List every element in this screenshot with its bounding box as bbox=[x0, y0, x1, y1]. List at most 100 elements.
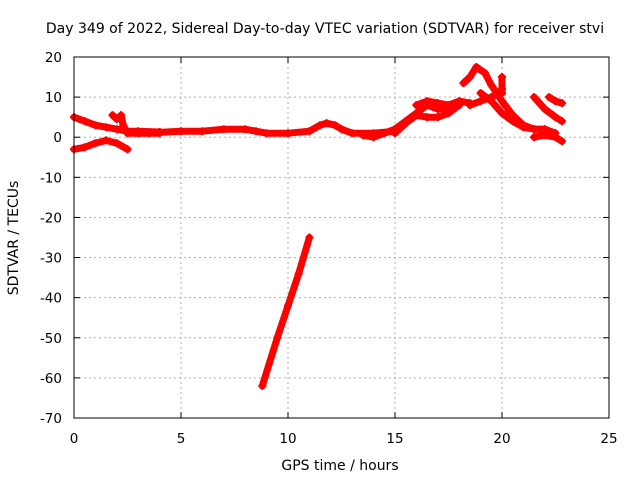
data-point-marker bbox=[241, 125, 250, 134]
data-traces bbox=[70, 63, 566, 390]
data-point-marker bbox=[423, 97, 432, 106]
data-point-marker bbox=[294, 269, 303, 278]
data-point-marker bbox=[219, 125, 228, 134]
data-point-marker bbox=[557, 117, 566, 126]
data-point-marker bbox=[305, 233, 314, 242]
y-tick-label: -40 bbox=[40, 291, 62, 307]
data-point-marker bbox=[530, 125, 539, 134]
data-point-marker bbox=[273, 333, 282, 342]
data-point-marker bbox=[331, 121, 340, 130]
series-sat-a bbox=[70, 136, 132, 154]
data-point-marker bbox=[123, 129, 132, 138]
data-point-marker bbox=[423, 113, 432, 122]
x-axis-label: GPS time / hours bbox=[281, 458, 398, 474]
data-point-marker bbox=[262, 129, 271, 138]
x-tick-label: 15 bbox=[386, 431, 403, 447]
x-tick-label: 5 bbox=[177, 431, 186, 447]
data-point-marker bbox=[108, 111, 117, 120]
series-line bbox=[258, 234, 313, 390]
y-tick-label: 20 bbox=[45, 50, 62, 66]
data-point-marker bbox=[117, 111, 126, 120]
data-point-marker bbox=[487, 81, 496, 90]
data-point-marker bbox=[498, 109, 506, 118]
plot-frame bbox=[73, 56, 610, 419]
series-line bbox=[530, 131, 566, 145]
x-tick-label: 0 bbox=[70, 431, 79, 447]
y-tick-label: -70 bbox=[40, 411, 62, 427]
data-point-marker bbox=[455, 97, 464, 106]
data-point-marker bbox=[112, 139, 121, 148]
data-point-marker bbox=[380, 129, 389, 138]
data-point-marker bbox=[258, 381, 267, 390]
y-tick-label: 10 bbox=[45, 90, 62, 106]
y-tick-label: 0 bbox=[53, 130, 62, 146]
chart-title: Day 349 of 2022, Sidereal Day-to-day VTE… bbox=[46, 21, 604, 37]
data-point-marker bbox=[119, 121, 128, 130]
data-point-marker bbox=[508, 117, 517, 126]
grid-lines bbox=[74, 57, 609, 418]
series-sat-k bbox=[530, 93, 566, 126]
y-tick-label: -60 bbox=[40, 371, 62, 387]
series-sat-n bbox=[258, 233, 314, 390]
data-point-marker bbox=[519, 123, 528, 132]
y-tick-label: -20 bbox=[40, 210, 62, 226]
data-point-marker bbox=[459, 79, 468, 88]
data-point-marker bbox=[487, 97, 496, 106]
y-tick-label: -50 bbox=[40, 331, 62, 347]
data-point-marker bbox=[134, 129, 143, 138]
data-point-marker bbox=[316, 121, 325, 130]
data-point-marker bbox=[557, 99, 566, 108]
data-point-marker bbox=[476, 97, 485, 106]
x-tick-label: 20 bbox=[493, 431, 510, 447]
series-sat-i bbox=[465, 73, 506, 110]
data-point-marker bbox=[530, 133, 539, 142]
data-point-marker bbox=[480, 69, 489, 78]
data-point-marker bbox=[530, 93, 539, 102]
data-point-marker bbox=[358, 131, 367, 140]
y-tick-label: -30 bbox=[40, 251, 62, 267]
data-point-marker bbox=[391, 129, 399, 138]
y-tick-label: -10 bbox=[40, 170, 62, 186]
data-point-marker bbox=[444, 101, 453, 110]
data-point-marker bbox=[401, 119, 410, 128]
data-point-marker bbox=[444, 109, 453, 118]
data-point-marker bbox=[177, 127, 185, 136]
data-point-marker bbox=[337, 125, 346, 134]
data-point-marker bbox=[102, 136, 111, 145]
series-sat-m bbox=[530, 131, 566, 146]
data-point-marker bbox=[540, 105, 549, 114]
data-point-marker bbox=[498, 73, 506, 82]
data-point-marker bbox=[284, 301, 292, 310]
data-point-marker bbox=[348, 129, 357, 138]
data-point-marker bbox=[102, 123, 111, 132]
data-point-marker bbox=[498, 97, 506, 106]
data-point-marker bbox=[369, 133, 378, 142]
axis-ticks: 0 5 10 15 20 25 20 10 0 -10 -20 -30 -40 -50 -60 -70 bbox=[40, 50, 618, 447]
x-tick-label: 25 bbox=[600, 431, 617, 447]
series-sat-f bbox=[391, 101, 464, 138]
data-point-marker bbox=[80, 117, 89, 126]
data-point-marker bbox=[80, 143, 89, 152]
y-axis-label: SDTVAR / TECUs bbox=[6, 181, 22, 296]
data-point-marker bbox=[112, 125, 121, 134]
data-point-marker bbox=[551, 133, 560, 142]
data-point-marker bbox=[465, 101, 474, 110]
data-point-marker bbox=[412, 111, 421, 120]
data-point-marker bbox=[91, 139, 100, 148]
data-point-marker bbox=[198, 127, 207, 136]
data-point-marker bbox=[433, 99, 442, 108]
data-point-marker bbox=[305, 127, 314, 136]
data-point-marker bbox=[545, 93, 554, 102]
data-point-marker bbox=[476, 89, 485, 98]
data-point-marker bbox=[498, 85, 506, 94]
data-point-marker bbox=[155, 128, 164, 137]
data-point-marker bbox=[322, 119, 331, 128]
data-point-marker bbox=[551, 113, 560, 122]
data-point-marker bbox=[557, 137, 566, 146]
series-sat-l bbox=[545, 93, 566, 108]
data-point-marker bbox=[284, 129, 292, 138]
data-point-marker bbox=[112, 115, 121, 124]
data-point-marker bbox=[433, 113, 442, 122]
data-point-marker bbox=[412, 101, 421, 110]
data-point-marker bbox=[123, 145, 132, 154]
